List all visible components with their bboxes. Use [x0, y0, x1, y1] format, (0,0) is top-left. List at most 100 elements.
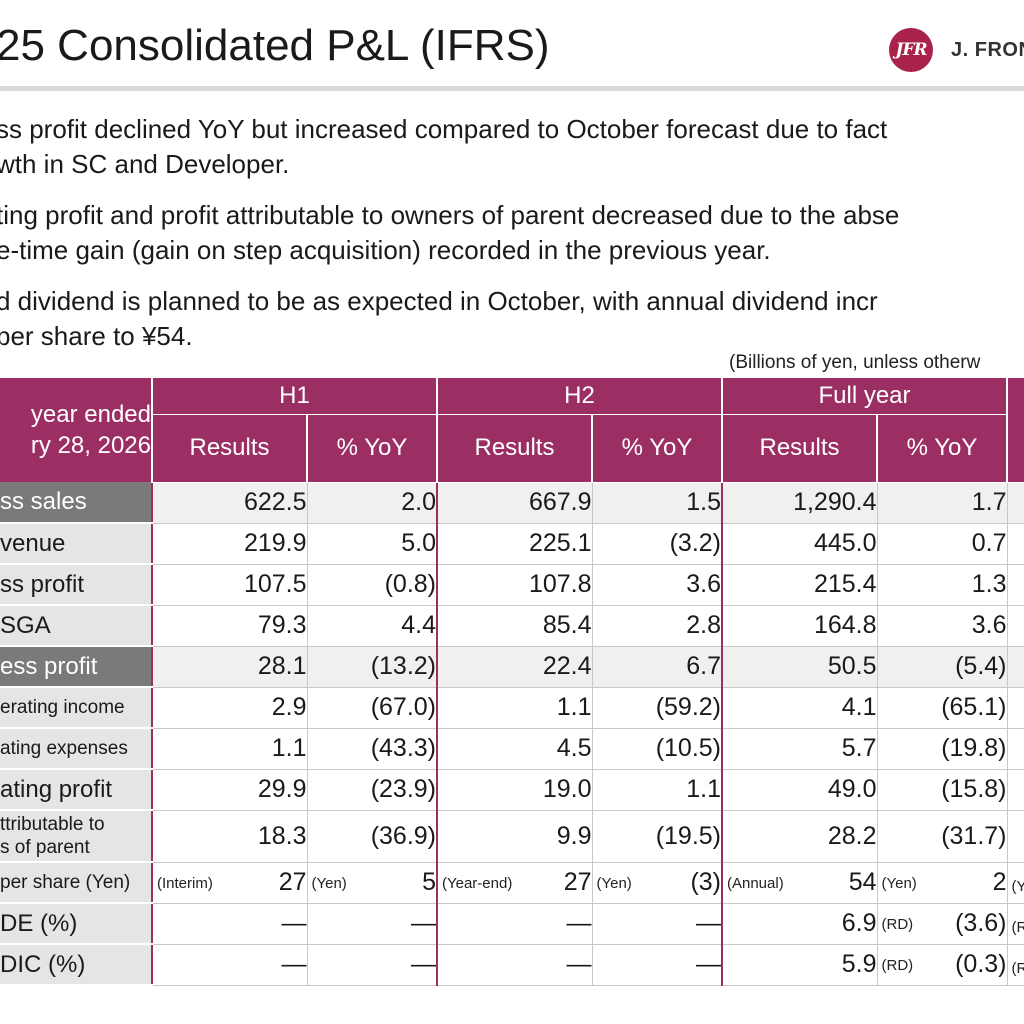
cell-h1-results: 29.9: [151, 769, 307, 811]
cell-h2-results: 225.1: [436, 523, 592, 565]
cell-fy-results: 49.0: [721, 769, 877, 811]
cell-h2-results: 19.0: [436, 769, 592, 811]
cell-h1-yoy: —: [306, 903, 437, 945]
cell-h1-yoy: —: [306, 944, 437, 986]
cell-fy-results: 445.0: [721, 523, 877, 565]
cell-tag: (Year-end): [442, 875, 513, 892]
cell-fy-results: 5.7: [721, 728, 877, 770]
title-divider: [0, 86, 1024, 91]
row-label: per share (Yen): [0, 862, 152, 904]
row-label: ttributable to s of parent: [0, 810, 152, 863]
table-row: DIC (%) — — — — 5.9 (RD) (0.3) (R: [0, 944, 1024, 986]
cell-tag: (Yen): [881, 875, 917, 892]
cell-h2-results: —: [436, 944, 592, 986]
cell-fy-results: 50.5: [721, 646, 877, 688]
table-row: ess profit 28.1 (13.2) 22.4 6.7 50.5 (5.…: [0, 646, 1024, 688]
cell-fy-results: 1,290.4: [721, 482, 877, 524]
cell-h1-yoy: 4.4: [306, 605, 437, 647]
cell-h1-yoy: 2.0: [306, 482, 437, 524]
company-logo: JFR J. FRON: [889, 28, 1024, 72]
cell-h1-results: 2.9: [151, 687, 307, 729]
cell-h2-yoy: —: [591, 903, 722, 945]
cell-value: (3.6): [955, 909, 1007, 937]
cell-tag: (Y: [1011, 877, 1024, 895]
cut-cell: [1006, 523, 1024, 565]
cell-h2-yoy: 1.5: [591, 482, 722, 524]
cell-h1-results: 219.9: [151, 523, 307, 565]
cell-fy-yoy: (Yen) 2: [876, 862, 1007, 904]
cell-h2-results: —: [436, 903, 592, 945]
cell-h2-results: 85.4: [436, 605, 592, 647]
cell-fy-yoy: 1.7: [876, 482, 1007, 524]
cut-cell: (R: [1006, 944, 1024, 986]
subheader-results: Results: [436, 414, 592, 483]
cell-tag: (Yen): [311, 875, 347, 892]
cell-fy-results: 28.2: [721, 810, 877, 863]
units-note: (Billions of yen, unless otherw: [729, 352, 981, 373]
cell-value: (3): [690, 868, 721, 896]
table-corner-header: year ended ry 28, 2026: [0, 378, 152, 482]
cell-fy-yoy: (65.1): [876, 687, 1007, 729]
cell-fy-results: 164.8: [721, 605, 877, 647]
cell-fy-results: 5.9: [721, 944, 877, 986]
cell-h2-yoy: —: [591, 944, 722, 986]
cell-h2-yoy: 3.6: [591, 564, 722, 606]
cell-fy-results: (Annual) 54: [721, 862, 877, 904]
group-header-h1: H1: [151, 378, 437, 415]
row-label-line: s of parent: [0, 837, 90, 858]
cell-h1-results: 622.5: [151, 482, 307, 524]
bullet-line: per share to ¥54.: [0, 321, 193, 351]
cell-h1-results: 18.3: [151, 810, 307, 863]
logo-text: J. FRON: [951, 38, 1024, 61]
cut-cell: [1006, 810, 1024, 863]
cell-h1-yoy: (36.9): [306, 810, 437, 863]
bullet-line: ss profit declined YoY but increased com…: [0, 114, 888, 144]
cell-h2-yoy: (19.5): [591, 810, 722, 863]
subheader-results: Results: [151, 414, 307, 483]
cut-cell: [1006, 605, 1024, 647]
cell-h2-yoy: (Yen) (3): [591, 862, 722, 904]
table-row: ttributable to s of parent 18.3 (36.9) 9…: [0, 810, 1024, 863]
table-row: ating profit 29.9 (23.9) 19.0 1.1 49.0 (…: [0, 769, 1024, 811]
cell-value: 27: [278, 868, 307, 896]
pl-table: year ended ry 28, 2026 H1 H2 Full year R…: [0, 378, 1024, 986]
cell-h2-yoy: (10.5): [591, 728, 722, 770]
bullet-line: e-time gain (gain on step acquisition) r…: [0, 235, 771, 265]
cell-fy-yoy: 3.6: [876, 605, 1007, 647]
cell-tag: (R: [1011, 918, 1024, 936]
cell-h2-results: (Year-end) 27: [436, 862, 592, 904]
cell-h2-results: 9.9: [436, 810, 592, 863]
logo-mark-icon: JFR: [889, 28, 933, 72]
row-label: ss sales: [0, 482, 152, 524]
cell-h2-yoy: (59.2): [591, 687, 722, 729]
cell-h2-results: 667.9: [436, 482, 592, 524]
cell-tag: (Annual): [727, 875, 784, 892]
cell-h2-yoy: (3.2): [591, 523, 722, 565]
cell-fy-yoy: 0.7: [876, 523, 1007, 565]
subheader-yoy: % YoY: [306, 414, 437, 483]
corner-line: year ended: [30, 401, 151, 428]
cell-value: 54: [848, 868, 877, 896]
subheader-yoy: % YoY: [876, 414, 1007, 483]
cell-h1-yoy: (Yen) 5: [306, 862, 437, 904]
cell-tag: (RD): [881, 957, 914, 974]
cell-h1-yoy: (13.2): [306, 646, 437, 688]
bullet-line: d dividend is planned to be as expected …: [0, 286, 878, 316]
cell-h1-yoy: (67.0): [306, 687, 437, 729]
row-label: DE (%): [0, 903, 152, 945]
row-label: DIC (%): [0, 944, 152, 986]
row-label: SGA: [0, 605, 152, 647]
cell-h1-results: 1.1: [151, 728, 307, 770]
cut-cell: (Y: [1006, 862, 1024, 904]
group-header-h2: H2: [436, 378, 722, 415]
row-label: ess profit: [0, 646, 152, 688]
cut-cell: [1006, 482, 1024, 524]
table-row: ss sales 622.5 2.0 667.9 1.5 1,290.4 1.7: [0, 482, 1024, 524]
bullet-line: wth in SC and Developer.: [0, 149, 290, 179]
cell-h1-yoy: (23.9): [306, 769, 437, 811]
cut-column-header: [1006, 378, 1024, 483]
subheader-yoy: % YoY: [591, 414, 722, 483]
cut-cell: (R: [1006, 903, 1024, 945]
bullet-line: ting profit and profit attributable to o…: [0, 200, 900, 230]
cell-value: 5: [422, 868, 436, 896]
